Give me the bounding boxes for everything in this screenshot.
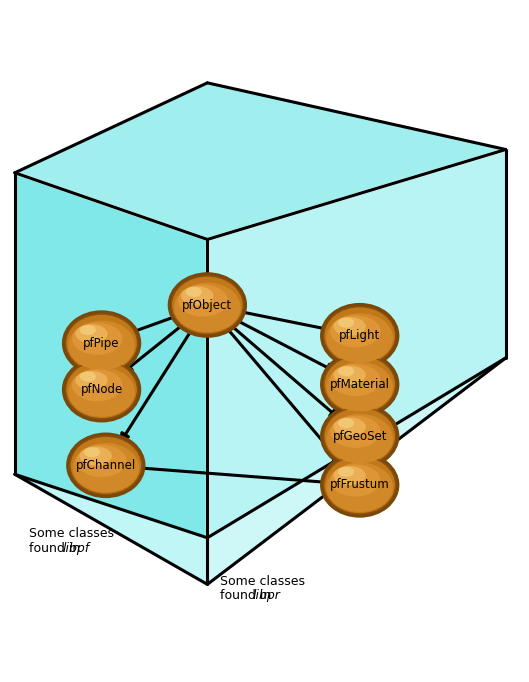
Ellipse shape [66,432,145,498]
Ellipse shape [72,323,122,355]
Ellipse shape [72,443,139,492]
Text: libpf: libpf [62,542,89,554]
Ellipse shape [186,287,202,297]
Ellipse shape [66,361,138,419]
Ellipse shape [62,357,141,422]
Ellipse shape [174,282,241,332]
Ellipse shape [326,362,393,411]
Ellipse shape [326,313,393,363]
Ellipse shape [330,315,380,347]
Ellipse shape [333,417,366,436]
Ellipse shape [324,307,396,365]
Ellipse shape [320,452,399,518]
Ellipse shape [324,456,396,514]
Text: pfGeoSet: pfGeoSet [332,430,387,443]
Ellipse shape [338,418,354,428]
Text: Some classes: Some classes [29,527,114,540]
Ellipse shape [338,318,354,328]
Ellipse shape [171,276,243,334]
Ellipse shape [338,466,354,477]
Ellipse shape [330,364,380,396]
Ellipse shape [324,355,396,413]
Ellipse shape [320,352,399,417]
Text: found in: found in [220,589,275,602]
Ellipse shape [62,310,141,376]
Text: libpr: libpr [253,589,281,602]
Ellipse shape [333,466,366,485]
Text: pfMaterial: pfMaterial [330,378,390,391]
Ellipse shape [68,321,135,370]
Ellipse shape [66,314,138,372]
Ellipse shape [168,272,247,338]
Ellipse shape [333,317,366,336]
Ellipse shape [333,366,366,385]
Text: pfNode: pfNode [80,383,123,396]
Ellipse shape [178,284,228,316]
Ellipse shape [338,366,354,376]
Text: Some classes: Some classes [220,574,305,587]
Ellipse shape [75,371,108,390]
Ellipse shape [326,414,393,463]
Text: pfFrustum: pfFrustum [330,478,389,492]
Ellipse shape [80,372,96,382]
Ellipse shape [70,436,142,494]
Ellipse shape [324,407,396,465]
Polygon shape [207,358,506,584]
Text: found in: found in [29,542,84,554]
Polygon shape [15,173,207,538]
Ellipse shape [330,416,380,448]
Ellipse shape [76,445,126,477]
Ellipse shape [84,447,100,458]
Text: pfObject: pfObject [183,299,232,312]
Ellipse shape [181,286,214,305]
Ellipse shape [326,462,393,512]
Ellipse shape [68,368,135,417]
Text: pfChannel: pfChannel [76,459,136,472]
Polygon shape [15,83,506,239]
Ellipse shape [330,464,380,496]
Ellipse shape [320,303,399,368]
Text: pfLight: pfLight [339,329,380,342]
Ellipse shape [72,369,122,401]
Polygon shape [207,149,506,538]
Ellipse shape [75,325,108,343]
Text: pfPipe: pfPipe [84,337,120,350]
Polygon shape [15,474,207,584]
Ellipse shape [80,325,96,335]
Ellipse shape [79,447,112,465]
Ellipse shape [320,404,399,469]
